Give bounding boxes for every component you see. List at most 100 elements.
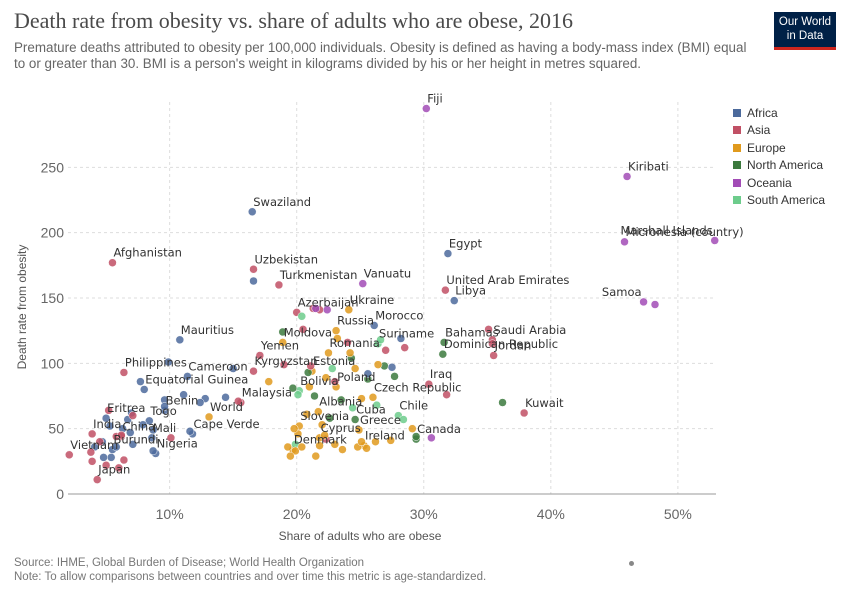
data-point[interactable] bbox=[338, 445, 347, 454]
data-point[interactable] bbox=[306, 361, 315, 371]
data-point[interactable] bbox=[519, 408, 529, 418]
data-point[interactable] bbox=[179, 390, 188, 399]
data-point[interactable] bbox=[278, 338, 287, 347]
data-point[interactable] bbox=[138, 420, 148, 429]
data-point[interactable] bbox=[357, 437, 366, 446]
data-point[interactable] bbox=[108, 258, 117, 267]
data-point[interactable] bbox=[328, 364, 337, 373]
data-point[interactable] bbox=[99, 453, 108, 462]
data-point[interactable] bbox=[289, 424, 299, 433]
menu-dot-icon[interactable] bbox=[629, 561, 634, 566]
data-point[interactable] bbox=[148, 446, 158, 456]
data-point[interactable] bbox=[371, 437, 380, 446]
data-point[interactable] bbox=[441, 285, 450, 295]
data-point[interactable] bbox=[145, 416, 154, 426]
data-point[interactable] bbox=[422, 104, 431, 113]
data-point[interactable] bbox=[408, 424, 417, 433]
data-point[interactable] bbox=[399, 415, 408, 424]
data-point[interactable] bbox=[302, 410, 312, 419]
data-point[interactable] bbox=[87, 457, 97, 466]
data-point[interactable] bbox=[358, 279, 368, 288]
data-point[interactable] bbox=[288, 383, 298, 393]
data-point[interactable] bbox=[86, 447, 96, 457]
data-point[interactable] bbox=[119, 455, 129, 465]
data-point[interactable] bbox=[439, 338, 449, 347]
data-point[interactable] bbox=[185, 427, 195, 436]
data-point[interactable] bbox=[101, 461, 111, 470]
data-point[interactable] bbox=[489, 351, 498, 360]
data-point[interactable] bbox=[324, 348, 333, 358]
data-point[interactable] bbox=[298, 325, 308, 334]
data-point[interactable] bbox=[350, 364, 360, 373]
data-point[interactable] bbox=[320, 430, 329, 440]
data-point[interactable] bbox=[650, 300, 660, 309]
data-point[interactable] bbox=[221, 393, 230, 402]
data-point[interactable] bbox=[148, 425, 158, 435]
data-point[interactable] bbox=[278, 327, 287, 337]
data-point[interactable] bbox=[325, 413, 334, 423]
data-point[interactable] bbox=[390, 372, 399, 381]
data-point[interactable] bbox=[274, 280, 284, 290]
data-point[interactable] bbox=[264, 377, 274, 386]
data-point[interactable] bbox=[119, 368, 129, 377]
data-point[interactable] bbox=[373, 360, 383, 369]
data-point[interactable] bbox=[136, 377, 145, 386]
data-point[interactable] bbox=[330, 377, 340, 386]
data-point[interactable] bbox=[331, 326, 341, 335]
data-point[interactable] bbox=[310, 391, 319, 401]
data-point[interactable] bbox=[345, 348, 355, 358]
data-point[interactable] bbox=[126, 428, 135, 437]
data-point[interactable] bbox=[291, 446, 300, 456]
data-point[interactable] bbox=[283, 442, 293, 452]
data-point[interactable] bbox=[343, 338, 352, 347]
data-point[interactable] bbox=[105, 421, 115, 431]
data-point[interactable] bbox=[333, 334, 342, 343]
legend-item[interactable]: South America bbox=[733, 192, 825, 210]
data-point[interactable] bbox=[183, 372, 192, 381]
data-point[interactable] bbox=[369, 321, 379, 330]
data-point[interactable] bbox=[368, 393, 378, 402]
data-point[interactable] bbox=[228, 364, 238, 373]
data-point[interactable] bbox=[317, 420, 327, 429]
legend-item[interactable]: Asia bbox=[733, 122, 825, 140]
data-point[interactable] bbox=[112, 442, 121, 452]
data-point[interactable] bbox=[279, 360, 289, 369]
data-point[interactable] bbox=[386, 436, 395, 445]
data-point[interactable] bbox=[166, 433, 176, 443]
data-point[interactable] bbox=[396, 334, 406, 343]
data-point[interactable] bbox=[128, 440, 138, 449]
data-point[interactable] bbox=[411, 432, 421, 441]
data-point[interactable] bbox=[350, 415, 360, 424]
data-point[interactable] bbox=[710, 236, 719, 245]
data-point[interactable] bbox=[427, 433, 436, 443]
data-point[interactable] bbox=[381, 346, 390, 355]
data-point[interactable] bbox=[92, 475, 102, 484]
owid-logo[interactable]: Our World in Data bbox=[774, 12, 836, 50]
data-point[interactable] bbox=[372, 400, 382, 410]
data-point[interactable] bbox=[255, 351, 265, 360]
data-point[interactable] bbox=[249, 366, 258, 376]
data-point[interactable] bbox=[234, 396, 243, 406]
data-point[interactable] bbox=[104, 406, 113, 415]
data-point[interactable] bbox=[311, 451, 321, 461]
data-point[interactable] bbox=[106, 453, 116, 462]
data-point[interactable] bbox=[344, 305, 354, 315]
data-point[interactable] bbox=[330, 440, 340, 449]
data-point[interactable] bbox=[362, 444, 371, 453]
data-point[interactable] bbox=[488, 339, 497, 348]
data-point[interactable] bbox=[297, 312, 307, 321]
data-point[interactable] bbox=[354, 425, 364, 435]
data-point[interactable] bbox=[322, 305, 332, 315]
data-point[interactable] bbox=[195, 398, 205, 407]
data-point[interactable] bbox=[117, 430, 126, 440]
data-point[interactable] bbox=[95, 437, 105, 446]
data-point[interactable] bbox=[65, 450, 74, 460]
data-point[interactable] bbox=[620, 237, 629, 247]
data-point[interactable] bbox=[622, 172, 632, 181]
data-point[interactable] bbox=[305, 382, 314, 392]
legend-item[interactable]: North America bbox=[733, 157, 825, 175]
data-point[interactable] bbox=[484, 325, 493, 334]
data-point[interactable] bbox=[314, 407, 323, 416]
data-point[interactable] bbox=[363, 369, 373, 379]
data-point[interactable] bbox=[639, 297, 648, 307]
